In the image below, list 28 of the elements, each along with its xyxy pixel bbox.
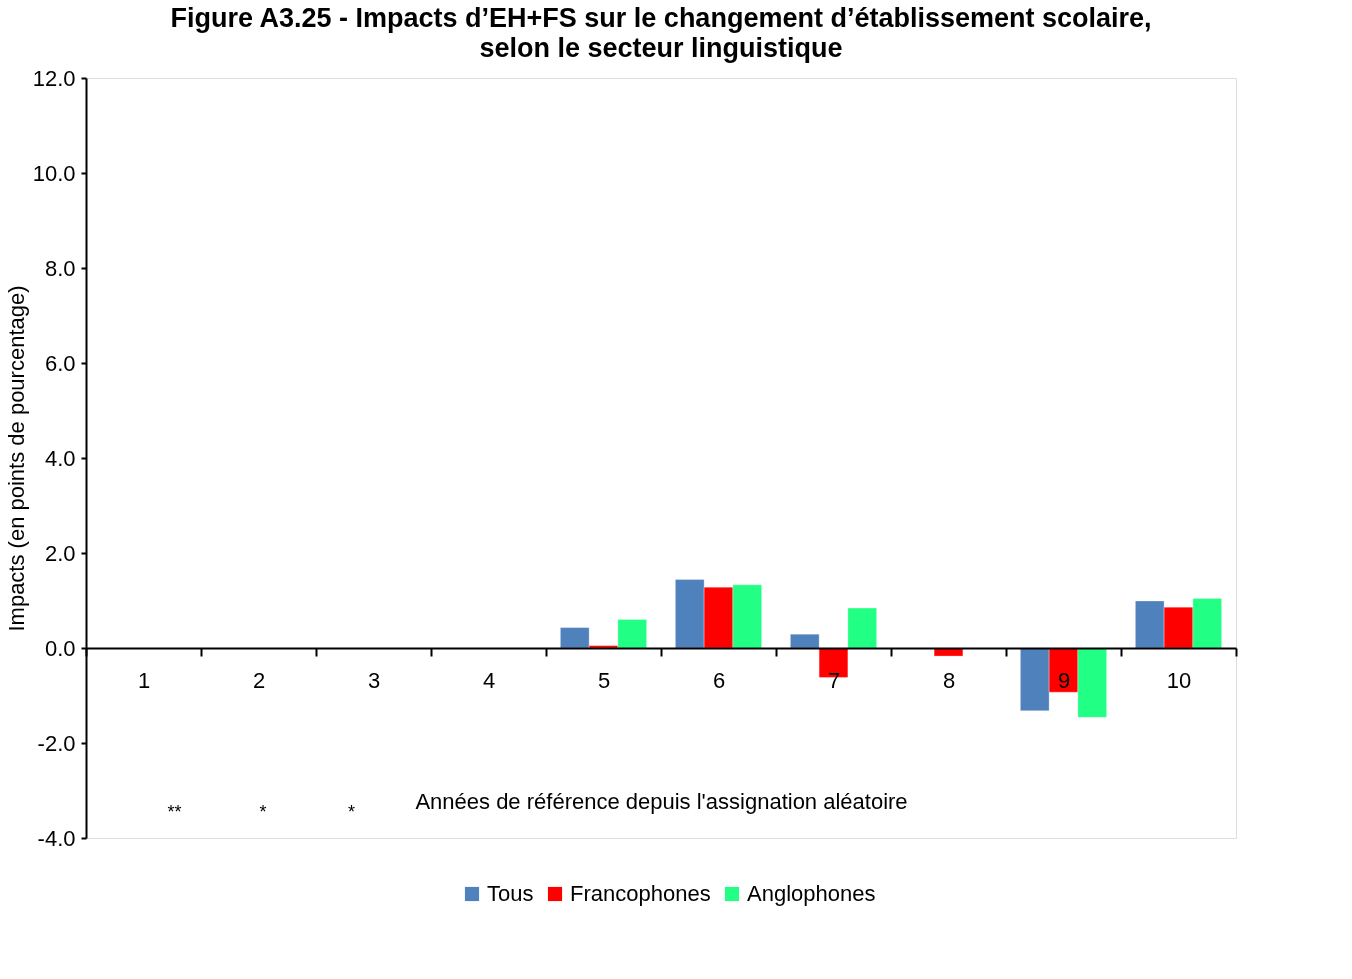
y-tick-label: -4.0 xyxy=(37,825,76,851)
legend-label: Anglophones xyxy=(747,881,876,906)
x-tick-label: 2 xyxy=(252,667,266,693)
annotation: ** xyxy=(167,802,182,822)
y-tick-label: 10.0 xyxy=(32,160,76,186)
y-tick-label: 0.0 xyxy=(44,635,76,661)
y-tick-label: 8.0 xyxy=(44,255,76,281)
y-tick-label: 12.0 xyxy=(32,65,76,91)
x-tick-label: 8 xyxy=(942,667,956,693)
x-tick-label: 10 xyxy=(1166,667,1192,693)
y-tick-label: 6.0 xyxy=(44,350,76,376)
chart-title: Figure A3.25 - Impacts d’EH+FS sur le changement d’établissement scolaire, selon le secteur linguistique xyxy=(170,3,1152,63)
y-tick-label: 2.0 xyxy=(44,540,76,566)
legend-label: Tous xyxy=(487,881,534,906)
x-tick-label: 4 xyxy=(482,667,496,693)
x-tick-label: 1 xyxy=(137,667,151,693)
x-tick-label: 3 xyxy=(367,667,381,693)
x-tick-label: 5 xyxy=(597,667,611,693)
legend-label: Francophones xyxy=(570,881,711,906)
y-tick-label: 4.0 xyxy=(44,445,76,471)
x-tick-label: 6 xyxy=(712,667,726,693)
annotation: * xyxy=(347,802,355,822)
x-axis-title: Années de référence depuis l'assignation aléatoire xyxy=(415,788,908,814)
y-tick-label: -2.0 xyxy=(37,730,76,756)
annotation: * xyxy=(259,802,267,822)
bar xyxy=(933,647,964,657)
x-tick-label: 9 xyxy=(1057,667,1071,693)
y-axis-title: Impacts (en points de pourcentage) xyxy=(3,285,29,632)
